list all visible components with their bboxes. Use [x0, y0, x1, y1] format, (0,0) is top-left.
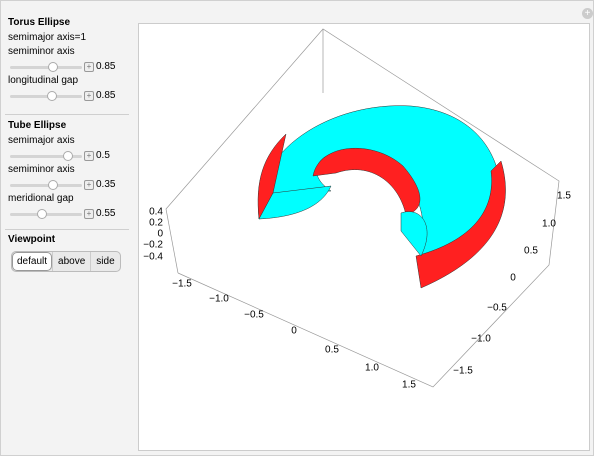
slider-value: 0.5: [96, 150, 110, 161]
slider-thumb[interactable]: [37, 209, 47, 219]
options-button[interactable]: +: [582, 8, 593, 19]
slider-label: longitudinal gap: [8, 75, 79, 86]
view-button[interactable]: side: [90, 252, 119, 271]
bounding-box: [165, 28, 560, 388]
tick-label: 0.4: [149, 207, 163, 218]
section-title: Tube Ellipse: [8, 120, 67, 131]
slider-value: 0.55: [96, 208, 116, 219]
tick-label: −1.0: [471, 334, 491, 345]
view-button[interactable]: above: [52, 252, 90, 271]
slider-label: semiminor axis: [8, 46, 75, 57]
slider-label: semimajor axis: [8, 135, 75, 146]
slider-thumb[interactable]: [48, 180, 58, 190]
slider-thumb[interactable]: [47, 91, 57, 101]
tick-label: −0.5: [487, 303, 507, 314]
tick-label: 0.5: [325, 345, 339, 356]
slider-thumb[interactable]: [63, 151, 73, 161]
expand-button[interactable]: +: [84, 180, 94, 190]
expand-button[interactable]: +: [84, 62, 94, 72]
section-title: Viewpoint: [8, 234, 56, 245]
tick-label: 0: [510, 273, 516, 284]
slider[interactable]: [10, 151, 82, 161]
tick-label: −0.2: [143, 240, 163, 251]
tick-label: 1.0: [542, 219, 556, 230]
expand-button[interactable]: +: [84, 151, 94, 161]
slider-value: 0.85: [96, 90, 116, 101]
tick-label: 0: [157, 229, 163, 240]
section-title: Torus Ellipse: [8, 17, 71, 28]
slider[interactable]: [10, 91, 82, 101]
expand-button[interactable]: +: [84, 91, 94, 101]
separator: [5, 229, 129, 230]
separator: [5, 114, 129, 115]
tick-label: 0: [291, 326, 297, 337]
slider[interactable]: [10, 180, 82, 190]
view-button[interactable]: default: [12, 252, 53, 271]
tick-label: 0.2: [149, 218, 163, 229]
slider-label: meridional gap: [8, 193, 74, 204]
slider-thumb[interactable]: [48, 62, 58, 72]
slider-value: 0.35: [96, 179, 116, 190]
torus: [257, 105, 506, 289]
slider[interactable]: [10, 209, 82, 219]
slider[interactable]: [10, 62, 82, 72]
tick-label: −1.5: [172, 279, 192, 290]
expand-button[interactable]: +: [84, 209, 94, 219]
button-bar: default above side: [11, 251, 121, 272]
tick-label: −0.5: [244, 310, 264, 321]
tick-label: 0.5: [524, 246, 538, 257]
tick-label: 1.5: [557, 191, 571, 202]
tick-label: 1.0: [365, 363, 379, 374]
note: semimajor axis=1: [8, 32, 87, 43]
tick-label: −1.0: [209, 294, 229, 305]
tick-label: −1.5: [453, 366, 473, 377]
plot-area: [138, 23, 590, 451]
slider-value: 0.85: [96, 61, 116, 72]
tick-label: −0.4: [143, 252, 163, 263]
slider-label: semiminor axis: [8, 164, 75, 175]
tick-label: 1.5: [402, 380, 416, 391]
